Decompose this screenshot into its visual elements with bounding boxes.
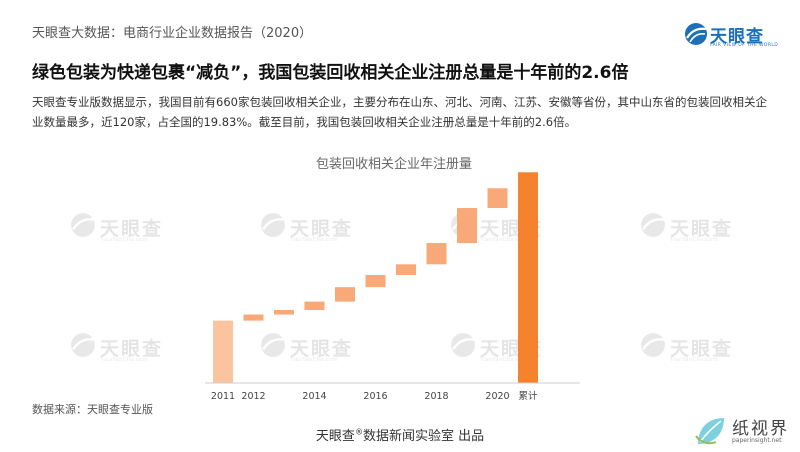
watermark-icon xyxy=(261,213,285,237)
watermark-sub: TianYanCha.com xyxy=(480,357,529,363)
x-tick-label: 2018 xyxy=(424,391,448,402)
bar-2013 xyxy=(274,309,294,315)
bar-2015 xyxy=(335,287,355,302)
watermark-name: 天眼查 xyxy=(100,218,164,240)
tianyancha-logo: 天眼查 FAIR VIEW OF THE WORLD xyxy=(684,22,784,50)
watermark: 天眼查 TianYanCha.com xyxy=(640,212,770,246)
watermark: 天眼查 TianYanCha.com xyxy=(70,212,200,246)
watermark-name: 天眼查 xyxy=(670,338,734,360)
paperinsight-badge: 纸视界 paperinsight.net xyxy=(694,414,798,450)
watermark: 天眼查 TianYanCha.com xyxy=(260,332,390,366)
bar-2019 xyxy=(457,208,477,244)
leaf-icon xyxy=(695,418,724,445)
watermark-sub: TianYanCha.com xyxy=(100,237,149,243)
x-tick-label: 2011 xyxy=(211,391,235,402)
watermark-name: 天眼查 xyxy=(100,338,164,360)
logo-tagline: FAIR VIEW OF THE WORLD xyxy=(710,43,779,48)
watermark-icon xyxy=(641,333,665,357)
watermark-sub: TianYanCha.com xyxy=(290,357,339,363)
bar-2017 xyxy=(396,264,416,275)
watermark: 天眼查 TianYanCha.com xyxy=(640,332,770,366)
x-tick-label: 2020 xyxy=(485,391,509,402)
bar-2011 xyxy=(213,320,233,383)
watermark-name: 天眼查 xyxy=(290,338,354,360)
logo-icon xyxy=(685,23,707,45)
badge-name: 纸视界 xyxy=(732,419,789,439)
credit-line: 天眼查®数据新闻实验室 出品 xyxy=(0,425,800,444)
chart-title: 包装回收相关企业年注册量 xyxy=(316,156,472,172)
watermark-icon xyxy=(641,213,665,237)
badge-url: paperinsight.net xyxy=(732,437,782,444)
headline: 绿色包装为快递包裹“减负”，我国包装回收相关企业注册总量是十年前的2.6倍 xyxy=(32,63,629,83)
watermark-sub: TianYanCha.com xyxy=(670,357,719,363)
watermark-sub: TianYanCha.com xyxy=(290,237,339,243)
x-tick-label: 2014 xyxy=(302,391,326,402)
bar-2014 xyxy=(304,301,325,310)
credit-prefix: 天眼查 xyxy=(315,429,355,444)
watermark: 天眼查 TianYanCha.com xyxy=(70,332,200,366)
watermark-name: 天眼查 xyxy=(290,218,354,240)
watermark-sub: TianYanCha.com xyxy=(670,237,719,243)
watermark-icon xyxy=(261,333,285,357)
watermark-sub: TianYanCha.com xyxy=(100,357,149,363)
x-tick-label: 2012 xyxy=(241,391,265,402)
watermark-sub: TianYanCha.com xyxy=(480,237,529,243)
top-bar: 天眼查大数据：电商行业企业数据报告（2020） 天眼查 FAIR VIEW OF… xyxy=(0,0,800,48)
x-tick-label: 2016 xyxy=(363,391,387,402)
bar-2012 xyxy=(243,314,264,321)
watermark-name: 天眼查 xyxy=(670,218,734,240)
watermark: 天眼查 TianYanCha.com xyxy=(260,212,390,246)
watermark-icon xyxy=(451,333,475,357)
bar-2018 xyxy=(426,243,447,265)
watermark-icon xyxy=(71,333,95,357)
credit-suffix: 数据新闻实验室 出品 xyxy=(362,429,485,444)
bar-累计 xyxy=(518,172,538,383)
x-tick-label: 累计 xyxy=(518,390,538,402)
registered-mark: ® xyxy=(354,427,363,437)
bar-2016 xyxy=(365,274,386,288)
watermark-icon xyxy=(71,213,95,237)
x-tick-labels: 2011 2012 2014 2016 2018 2020 累计 xyxy=(211,390,538,402)
data-source: 数据来源：天眼查专业版 xyxy=(32,403,153,416)
bar-2020 xyxy=(487,188,508,209)
description: 天眼查专业版数据显示，我国目前有660家包装回收相关企业，主要分布在山东、河北、… xyxy=(32,95,767,129)
bars-group xyxy=(213,172,538,383)
logo-text: 天眼查 xyxy=(710,27,764,47)
series-title: 天眼查大数据：电商行业企业数据报告（2020） xyxy=(32,26,313,41)
